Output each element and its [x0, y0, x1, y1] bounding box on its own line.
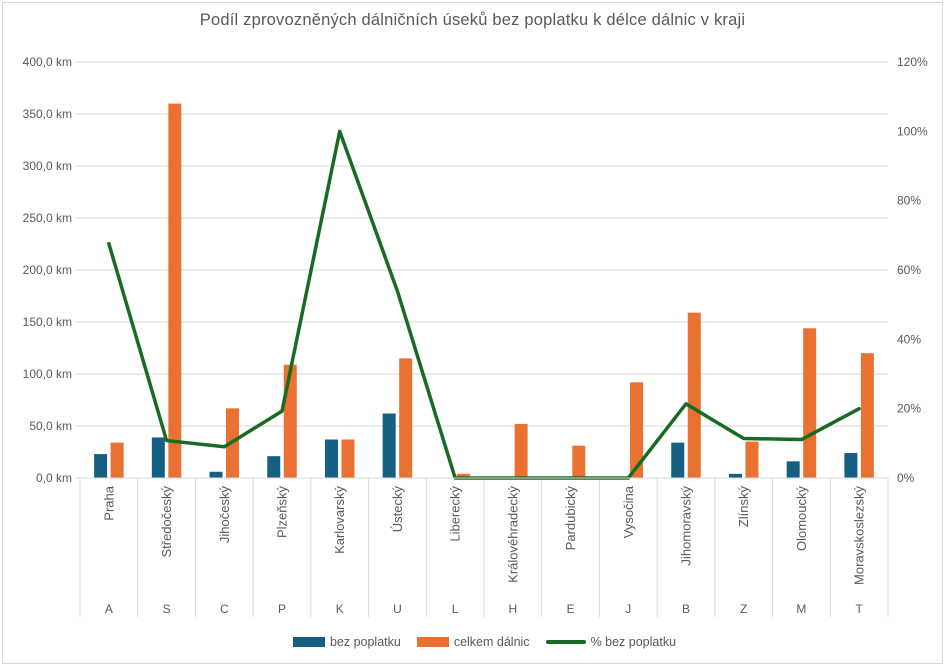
- legend: bez poplatku celkem dálnic % bez poplatk…: [12, 631, 945, 653]
- category-label-J: Vysočina: [621, 485, 636, 538]
- bar-celkem-dalnic-E: [572, 445, 586, 478]
- category-label-T: Moravskoslezský: [852, 486, 867, 585]
- bar-bez-poplatku-U: [382, 413, 396, 478]
- left-axis-tick-label: 300,0 km: [23, 159, 72, 173]
- category-label-Z: Zlínský: [736, 486, 751, 528]
- right-axis-tick-label: 60%: [897, 263, 921, 277]
- bar-celkem-dalnic-U: [399, 358, 413, 478]
- category-label-A: Praha: [101, 485, 116, 520]
- bar-bez-poplatku-K: [324, 439, 338, 478]
- left-axis-tick-label: 200,0 km: [23, 263, 72, 277]
- bar-bez-poplatku-P: [267, 456, 281, 478]
- right-axis-tick-label: 40%: [897, 332, 921, 346]
- bar-bez-poplatku-B: [671, 442, 685, 478]
- left-axis-tick-label: 350,0 km: [23, 107, 72, 121]
- category-label-S: Středočeský: [159, 486, 174, 558]
- right-axis-tick-label: 0%: [897, 471, 915, 485]
- category-label-U: Ústecký: [390, 486, 405, 533]
- bar-bez-poplatku-A: [94, 454, 108, 478]
- category-letter-E: E: [567, 602, 575, 616]
- category-letter-T: T: [855, 602, 863, 616]
- legend-label-celkem-dalnic: celkem dálnic: [453, 635, 530, 649]
- category-label-L: Liberecký: [448, 486, 463, 542]
- legend-label-pct-bez-poplatku: % bez poplatku: [590, 635, 677, 649]
- bar-bez-poplatku-Z: [728, 473, 742, 478]
- category-letter-A: A: [105, 602, 113, 616]
- bar-celkem-dalnic-M: [803, 328, 817, 478]
- category-label-P: Plzeňský: [275, 486, 290, 539]
- bar-celkem-dalnic-S: [168, 103, 182, 478]
- left-axis-tick-label: 150,0 km: [23, 315, 72, 329]
- category-label-M: Olomoucký: [794, 486, 809, 552]
- bar-celkem-dalnic-P: [283, 364, 297, 478]
- category-letter-Z: Z: [740, 602, 747, 616]
- category-letter-M: M: [796, 602, 806, 616]
- right-axis-tick-label: 80%: [897, 194, 921, 208]
- left-axis-tick-label: 250,0 km: [23, 211, 72, 225]
- bar-celkem-dalnic-B: [687, 312, 701, 478]
- category-letter-S: S: [163, 602, 171, 616]
- category-label-B: Jihomoravský: [679, 486, 694, 566]
- legend-swatch-bez-poplatku: [292, 637, 325, 647]
- left-axis-tick-label: 400,0 km: [23, 55, 72, 69]
- bar-bez-poplatku-S: [151, 437, 165, 478]
- bar-celkem-dalnic-H: [514, 423, 528, 478]
- category-label-E: Pardubický: [563, 486, 578, 551]
- legend-label-bez-poplatku: bez poplatku: [329, 635, 401, 649]
- right-axis-tick-label: 120%: [897, 55, 928, 69]
- bar-bez-poplatku-C: [209, 471, 223, 478]
- bar-celkem-dalnic-A: [110, 442, 124, 478]
- bar-celkem-dalnic-T: [860, 353, 874, 478]
- category-label-K: Karlovarský: [332, 486, 347, 554]
- bar-celkem-dalnic-Z: [745, 441, 759, 478]
- bar-bez-poplatku-T: [844, 453, 858, 478]
- bar-celkem-dalnic-J: [630, 382, 644, 478]
- category-label-H: Královéhradecký: [505, 486, 520, 583]
- left-axis-tick-label: 0,0 km: [36, 471, 72, 485]
- legend-item-celkem-dalnic: celkem dálnic: [416, 635, 530, 649]
- left-axis-tick-label: 100,0 km: [23, 367, 72, 381]
- legend-swatch-celkem-dalnic: [416, 637, 449, 647]
- bar-celkem-dalnic-K: [341, 439, 355, 478]
- legend-item-bez-poplatku: bez poplatku: [292, 635, 401, 649]
- category-letter-L: L: [452, 602, 459, 616]
- chart-title: Podíl zprovozněných dálničních úseků bez…: [199, 11, 746, 29]
- category-letter-K: K: [336, 602, 344, 616]
- category-letter-B: B: [682, 602, 690, 616]
- right-axis-tick-label: 100%: [897, 124, 928, 138]
- category-letter-P: P: [278, 602, 286, 616]
- right-axis-tick-label: 20%: [897, 402, 921, 416]
- bar-bez-poplatku-M: [786, 461, 800, 478]
- legend-swatch-pct-line: [545, 640, 586, 644]
- bar-celkem-dalnic-L: [456, 473, 470, 478]
- category-letter-C: C: [220, 602, 229, 616]
- left-axis-tick-label: 50,0 km: [29, 419, 72, 433]
- category-label-C: Jihočeský: [217, 486, 232, 544]
- category-letter-U: U: [393, 602, 402, 616]
- category-letter-H: H: [509, 602, 518, 616]
- category-letter-J: J: [625, 602, 631, 616]
- legend-item-pct-bez-poplatku: % bez poplatku: [545, 635, 677, 649]
